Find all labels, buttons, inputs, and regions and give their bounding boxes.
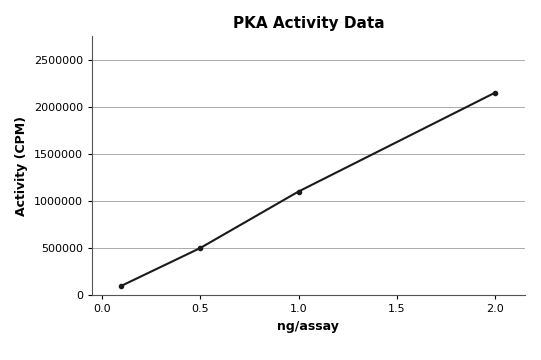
Title: PKA Activity Data: PKA Activity Data — [233, 16, 384, 31]
Y-axis label: Activity (CPM): Activity (CPM) — [15, 116, 28, 216]
X-axis label: ng/assay: ng/assay — [278, 320, 339, 333]
